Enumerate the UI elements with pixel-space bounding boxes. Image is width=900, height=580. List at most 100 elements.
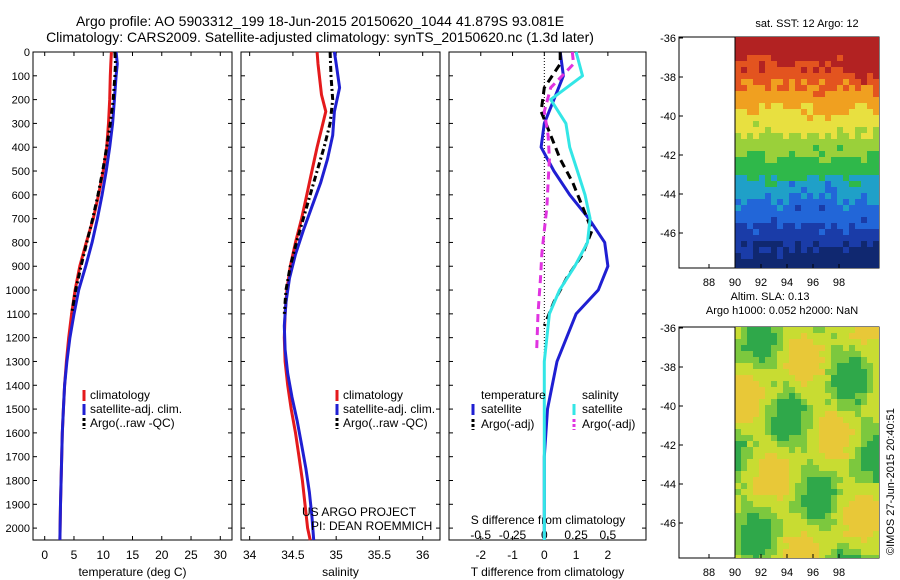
map-cell xyxy=(741,399,747,405)
map-cell xyxy=(825,393,831,399)
map-cell xyxy=(795,483,801,489)
map-cell xyxy=(843,37,849,43)
map-cell xyxy=(741,139,747,145)
map-cell xyxy=(819,435,825,441)
map-cell xyxy=(831,447,837,453)
map-cell xyxy=(831,253,837,259)
map-cell xyxy=(783,163,789,169)
map-cell xyxy=(849,357,855,363)
map-cell xyxy=(741,55,747,61)
map-cell xyxy=(861,501,867,507)
map-cell xyxy=(783,247,789,253)
map-cell xyxy=(759,471,765,477)
map-cell xyxy=(789,145,795,151)
map-cell xyxy=(831,351,837,357)
map-cell xyxy=(759,157,765,163)
map-cell xyxy=(825,247,831,253)
map-cell xyxy=(807,531,813,537)
map-cell xyxy=(873,513,879,519)
map-cell xyxy=(849,217,855,223)
map-x-tick-label: 94 xyxy=(781,277,793,289)
map-cell xyxy=(759,435,765,441)
map-cell xyxy=(837,501,843,507)
map-cell xyxy=(819,375,825,381)
map-cell xyxy=(801,217,807,223)
map-cell xyxy=(831,417,837,423)
map-x-tick-label: 92 xyxy=(755,277,767,289)
map-cell xyxy=(771,145,777,151)
map-cell xyxy=(771,193,777,199)
map-cell xyxy=(741,339,747,345)
map-cell xyxy=(867,223,873,229)
map-cell xyxy=(795,555,801,558)
map-cell xyxy=(843,495,849,501)
map-cell xyxy=(801,85,807,91)
map-cell xyxy=(789,525,795,531)
map-cell xyxy=(747,67,753,73)
map-cell xyxy=(789,417,795,423)
map-cell xyxy=(843,507,849,513)
map-cell xyxy=(753,405,759,411)
map-cell xyxy=(795,519,801,525)
map-cell xyxy=(873,357,879,363)
map-cell xyxy=(861,235,867,241)
map-cell xyxy=(765,265,771,268)
map-cell xyxy=(831,229,837,235)
map-cell xyxy=(801,235,807,241)
map-cell xyxy=(813,211,819,217)
map-cell xyxy=(843,49,849,55)
map-cell xyxy=(807,151,813,157)
map-cell xyxy=(849,507,855,513)
map-cell xyxy=(843,375,849,381)
map-cell xyxy=(855,501,861,507)
map-cell xyxy=(867,387,873,393)
map-cell xyxy=(867,495,873,501)
map-cell xyxy=(777,199,783,205)
map-cell xyxy=(819,357,825,363)
map-cell xyxy=(837,465,843,471)
map-cell xyxy=(765,471,771,477)
map-cell xyxy=(837,37,843,43)
map-cell xyxy=(759,423,765,429)
map-cell xyxy=(789,447,795,453)
map-cell xyxy=(837,423,843,429)
map-cell xyxy=(789,121,795,127)
map-cell xyxy=(795,55,801,61)
map-cell xyxy=(747,519,753,525)
map-cell xyxy=(867,163,873,169)
map-cell xyxy=(843,79,849,85)
map-cell xyxy=(855,369,861,375)
map-cell xyxy=(789,49,795,55)
map-cell xyxy=(777,169,783,175)
map-cell xyxy=(759,181,765,187)
map-cell xyxy=(777,537,783,543)
map-cell xyxy=(855,211,861,217)
map-cell xyxy=(855,235,861,241)
map-cell xyxy=(855,519,861,525)
map-cell xyxy=(741,121,747,127)
map-cell xyxy=(789,507,795,513)
map-cell xyxy=(831,169,837,175)
map-cell xyxy=(807,447,813,453)
map-cell xyxy=(873,387,879,393)
x-tick-label: 5 xyxy=(71,548,78,562)
map-cell xyxy=(759,357,765,363)
map-cell xyxy=(789,423,795,429)
map-cell xyxy=(753,477,759,483)
map-cell xyxy=(753,339,759,345)
map-cell xyxy=(801,513,807,519)
map-cell xyxy=(873,121,879,127)
map-cell xyxy=(753,543,759,549)
map-cell xyxy=(837,247,843,253)
map-cell xyxy=(807,181,813,187)
map-cell xyxy=(777,241,783,247)
panel-1: 0100200300400500600700800900100011001200… xyxy=(6,47,233,579)
map-cell xyxy=(747,79,753,85)
map-cell xyxy=(747,387,753,393)
map-cell xyxy=(837,357,843,363)
map-cell xyxy=(855,121,861,127)
map-cell xyxy=(759,43,765,49)
map-cell xyxy=(783,139,789,145)
map-cell xyxy=(873,49,879,55)
map-cell xyxy=(825,345,831,351)
